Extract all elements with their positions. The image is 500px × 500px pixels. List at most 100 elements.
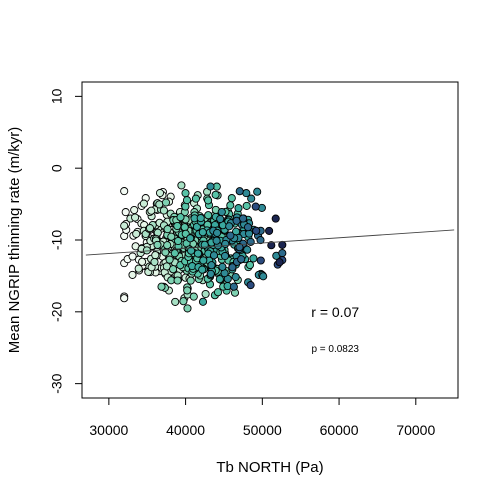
data-point	[205, 212, 212, 219]
data-point	[200, 257, 207, 264]
data-point	[131, 206, 138, 213]
data-point	[182, 190, 189, 197]
data-point	[243, 202, 250, 209]
data-point	[216, 276, 223, 283]
data-point	[252, 203, 259, 210]
data-point	[140, 200, 147, 207]
data-point	[236, 188, 243, 195]
data-point	[227, 202, 234, 209]
x-tick-label: 70000	[396, 422, 435, 438]
y-tick-label: -30	[49, 373, 65, 393]
data-point	[192, 195, 199, 202]
data-point	[139, 258, 146, 265]
y-tick-label: -20	[49, 301, 65, 321]
plot-frame	[82, 82, 458, 398]
y-axis-label: Mean NGRIP thinning rate (m/kyr)	[6, 127, 23, 353]
data-point	[214, 289, 221, 296]
data-point	[250, 255, 257, 262]
data-point	[219, 263, 226, 270]
data-point	[202, 290, 209, 297]
data-point	[152, 252, 159, 259]
data-point	[244, 224, 251, 231]
data-point	[160, 207, 167, 214]
data-point	[210, 252, 217, 259]
data-point	[187, 277, 194, 284]
data-point	[247, 282, 254, 289]
data-point	[156, 201, 163, 208]
data-point	[156, 189, 163, 196]
data-point	[246, 261, 253, 268]
x-tick-label: 60000	[320, 422, 359, 438]
data-point	[122, 209, 129, 216]
data-point	[177, 214, 184, 221]
data-point	[164, 242, 171, 249]
data-point	[129, 253, 136, 260]
y-tick-label: 0	[49, 164, 65, 172]
y-axis: -30 -20 -10 0 10	[49, 88, 82, 393]
data-point	[121, 222, 128, 229]
data-point	[199, 298, 206, 305]
data-point	[199, 266, 206, 273]
data-point	[174, 277, 181, 284]
data-point	[146, 225, 153, 232]
data-point	[181, 224, 188, 231]
data-point	[172, 298, 179, 305]
data-point	[194, 250, 201, 257]
data-point	[240, 215, 247, 222]
x-tick-label: 40000	[166, 422, 205, 438]
x-tick-label: 30000	[89, 422, 128, 438]
data-point	[164, 226, 171, 233]
data-point	[168, 233, 175, 240]
data-point	[166, 256, 173, 263]
p-value-label: p = 0.0823	[311, 344, 359, 355]
data-point	[213, 237, 220, 244]
data-point	[221, 252, 228, 259]
data-point	[178, 182, 185, 189]
data-point	[228, 195, 235, 202]
data-point	[227, 232, 234, 239]
data-point	[171, 250, 178, 257]
data-point	[205, 197, 212, 204]
data-point	[212, 191, 219, 198]
data-point	[272, 215, 279, 222]
data-point	[135, 265, 142, 272]
data-point	[254, 188, 261, 195]
data-point	[133, 230, 140, 237]
data-point	[207, 270, 214, 277]
data-point	[187, 235, 194, 242]
data-point	[222, 240, 229, 247]
data-point	[279, 250, 286, 257]
data-point	[197, 215, 204, 222]
data-point	[121, 295, 128, 302]
x-tick-label: 50000	[243, 422, 282, 438]
data-point	[129, 271, 136, 278]
data-point	[226, 223, 233, 230]
data-point	[218, 208, 225, 215]
data-point	[132, 214, 139, 221]
data-point	[238, 256, 245, 263]
data-point	[162, 199, 169, 206]
y-tick-label: 10	[49, 88, 65, 104]
data-point	[214, 229, 221, 236]
data-point	[183, 197, 190, 204]
data-point	[279, 241, 286, 248]
data-point	[184, 305, 191, 312]
data-point	[232, 273, 239, 280]
data-point	[208, 262, 215, 269]
data-point	[175, 237, 182, 244]
data-point	[207, 183, 214, 190]
data-point	[217, 215, 224, 222]
correlation-label: r = 0.07	[311, 304, 359, 320]
data-point	[230, 283, 237, 290]
x-axis: 30000 40000 50000 60000 70000	[89, 398, 435, 438]
data-point	[266, 227, 273, 234]
data-point	[243, 190, 250, 197]
data-point	[184, 287, 191, 294]
data-point	[276, 259, 283, 266]
y-tick-label: -10	[49, 230, 65, 250]
data-point	[148, 207, 155, 214]
data-point	[199, 229, 206, 236]
data-point	[154, 241, 161, 248]
data-point	[257, 257, 264, 264]
